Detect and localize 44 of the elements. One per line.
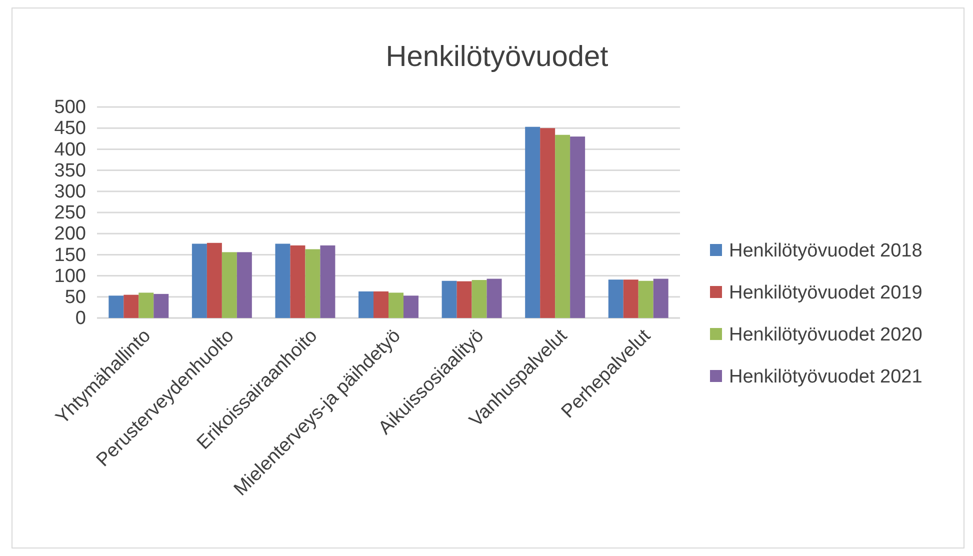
legend-label: Henkilötyövuodet 2018 bbox=[729, 240, 922, 262]
bar bbox=[320, 245, 336, 318]
y-tick-label: 350 bbox=[54, 160, 86, 182]
bar bbox=[192, 244, 207, 318]
bar bbox=[525, 126, 540, 318]
y-tick-label: 0 bbox=[75, 308, 86, 330]
bar bbox=[124, 294, 139, 318]
bar bbox=[555, 134, 570, 318]
y-tick-label: 250 bbox=[54, 202, 86, 224]
y-tick-label: 200 bbox=[54, 224, 86, 245]
bar bbox=[108, 296, 124, 318]
bar bbox=[456, 281, 472, 318]
bar bbox=[442, 280, 457, 318]
bar bbox=[236, 252, 252, 318]
bar bbox=[486, 278, 502, 318]
bar bbox=[358, 291, 374, 318]
bar bbox=[608, 280, 624, 318]
y-tick-label: 450 bbox=[54, 118, 86, 140]
y-tick-label: 400 bbox=[54, 139, 86, 160]
bar bbox=[570, 136, 586, 318]
legend-label: Henkilötyövuodet 2019 bbox=[729, 282, 922, 304]
bar bbox=[472, 280, 487, 318]
bar bbox=[275, 244, 290, 318]
bar bbox=[154, 294, 169, 318]
bar bbox=[374, 291, 388, 318]
legend-label: Henkilötyövuodet 2020 bbox=[729, 324, 922, 346]
bar bbox=[222, 252, 237, 318]
bar bbox=[388, 292, 404, 318]
bar bbox=[403, 296, 418, 318]
y-tick-label: 50 bbox=[64, 286, 86, 308]
bar bbox=[540, 128, 556, 318]
legend-label: Henkilötyövuodet 2021 bbox=[729, 366, 922, 388]
bar bbox=[305, 249, 320, 318]
bar bbox=[623, 280, 638, 318]
bar bbox=[653, 278, 668, 318]
bar bbox=[290, 245, 306, 318]
bar bbox=[206, 242, 222, 318]
bar bbox=[138, 292, 154, 318]
bar bbox=[638, 280, 654, 318]
y-tick-label: 300 bbox=[54, 181, 86, 202]
y-tick-label: 100 bbox=[54, 266, 86, 287]
chart-title: Henkilötyövuodet bbox=[386, 41, 608, 73]
y-tick-label: 500 bbox=[54, 97, 86, 118]
y-tick-label: 150 bbox=[54, 244, 86, 266]
